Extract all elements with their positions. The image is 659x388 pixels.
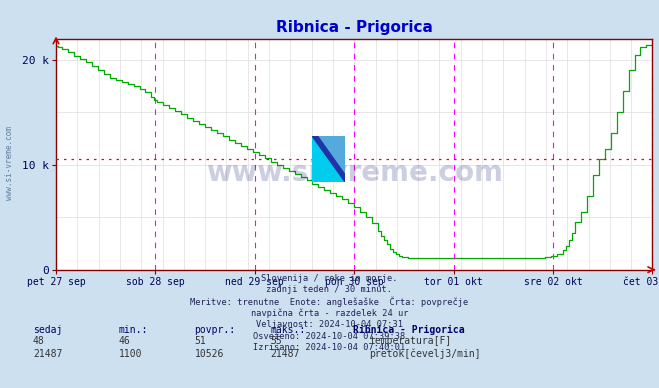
Text: 1100: 1100 (119, 349, 142, 359)
Text: 21487: 21487 (33, 349, 63, 359)
Polygon shape (312, 136, 345, 182)
Text: Osveženo: 2024-10-04 07:39:38: Osveženo: 2024-10-04 07:39:38 (253, 332, 406, 341)
Polygon shape (312, 136, 345, 182)
Text: Izrisano: 2024-10-04 07:40:01: Izrisano: 2024-10-04 07:40:01 (253, 343, 406, 352)
Text: www.si-vreme.com: www.si-vreme.com (206, 159, 503, 187)
Text: Slovenija / reke in morje.: Slovenija / reke in morje. (261, 274, 398, 282)
Text: povpr.:: povpr.: (194, 325, 235, 335)
Text: 10526: 10526 (194, 349, 224, 359)
Text: sedaj: sedaj (33, 325, 63, 335)
Text: Meritve: trenutne  Enote: anglešaške  Črta: povprečje: Meritve: trenutne Enote: anglešaške Črta… (190, 297, 469, 307)
Text: min.:: min.: (119, 325, 148, 335)
Text: 46: 46 (119, 336, 130, 346)
Text: 51: 51 (194, 336, 206, 346)
Polygon shape (319, 136, 345, 173)
Text: 55: 55 (270, 336, 282, 346)
Text: Veljavnost: 2024-10-04 07:31: Veljavnost: 2024-10-04 07:31 (256, 320, 403, 329)
Text: 48: 48 (33, 336, 45, 346)
Text: zadnji teden / 30 minut.: zadnji teden / 30 minut. (266, 285, 393, 294)
Text: maks.:: maks.: (270, 325, 305, 335)
Text: navpična črta - razdelek 24 ur: navpična črta - razdelek 24 ur (251, 308, 408, 318)
Text: 21487: 21487 (270, 349, 300, 359)
Text: pretok[čevelj3/min]: pretok[čevelj3/min] (369, 348, 480, 359)
Text: temperatura[F]: temperatura[F] (369, 336, 451, 346)
Text: www.si-vreme.com: www.si-vreme.com (5, 126, 14, 200)
Text: Ribnica - Prigorica: Ribnica - Prigorica (353, 325, 464, 335)
Title: Ribnica - Prigorica: Ribnica - Prigorica (275, 20, 433, 35)
